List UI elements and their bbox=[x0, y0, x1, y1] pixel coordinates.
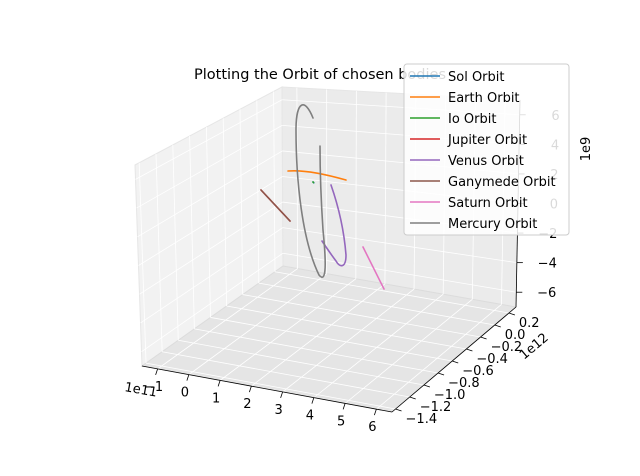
y-grid-line bbox=[178, 339, 424, 386]
y-grid-line bbox=[226, 305, 467, 350]
z-grid-line-left bbox=[140, 227, 284, 324]
legend-entry-label: Io Orbit bbox=[448, 112, 496, 127]
x-tick-label: 2 bbox=[243, 397, 251, 412]
x-tick-label: 6 bbox=[368, 420, 376, 435]
legend-entry-label: Venus Orbit bbox=[448, 154, 524, 169]
series-line-mercury-orbit bbox=[295, 104, 327, 278]
x-tick bbox=[217, 380, 221, 387]
z-grid-line-left bbox=[137, 150, 283, 238]
y-axis-line bbox=[391, 306, 517, 413]
y-tick-label: −0.6 bbox=[462, 364, 494, 379]
y-tick-label: −1.2 bbox=[420, 400, 452, 415]
x-grid-line bbox=[282, 288, 415, 393]
series-line-venus-orbit bbox=[321, 184, 347, 267]
x-tick bbox=[186, 374, 190, 381]
y-grid-line bbox=[194, 328, 439, 374]
y-grid-line bbox=[162, 351, 410, 398]
y-tick bbox=[452, 360, 459, 364]
x-tick bbox=[342, 403, 346, 410]
y-tick-label: −1.4 bbox=[406, 412, 438, 427]
z-tick-label: −6 bbox=[537, 286, 556, 301]
y-tick bbox=[395, 408, 402, 412]
x-grid-line bbox=[157, 268, 298, 370]
series-line-io-orbit bbox=[312, 181, 315, 184]
x-grid-line bbox=[219, 278, 357, 381]
z-grid-line-left bbox=[139, 201, 283, 295]
x-tick bbox=[248, 385, 252, 393]
z-grid-line bbox=[282, 252, 517, 293]
x-grid-line bbox=[188, 273, 327, 375]
x-tick-label: 0 bbox=[181, 386, 189, 401]
z-tick-label: −4 bbox=[538, 257, 557, 272]
legend-box bbox=[403, 63, 570, 236]
y-tick bbox=[423, 384, 431, 388]
chart-title: Plotting the Orbit of chosen bodies bbox=[194, 67, 446, 83]
x-tick-label: 4 bbox=[306, 409, 314, 424]
x-tick bbox=[373, 408, 377, 416]
y-grid-line bbox=[242, 294, 481, 338]
x-axis-line bbox=[141, 365, 393, 413]
x-tick-label: −1 bbox=[144, 380, 163, 395]
y-tick bbox=[480, 336, 487, 340]
y-grid-line bbox=[274, 271, 509, 314]
legend-entry-label: Jupiter Orbit bbox=[447, 133, 527, 148]
x-tick bbox=[155, 368, 159, 376]
legend-entry-label: Earth Orbit bbox=[448, 91, 520, 106]
legend: Sol Orbit Earth Orbit Io Orbit Jupiter Orbi… bbox=[403, 63, 570, 236]
series-group bbox=[260, 104, 385, 290]
x-grid-line bbox=[251, 283, 386, 387]
axis-ticks: −1 0 1 2 3 4 5 60.20.0−0.2−0.4−0.6−0.8−1.0−1.2−… bbox=[144, 109, 560, 435]
x-tick bbox=[280, 391, 284, 399]
x-tick bbox=[311, 397, 315, 404]
y-tick-label: −0.4 bbox=[476, 352, 508, 367]
legend-entry-label: Mercury Orbit bbox=[448, 217, 537, 232]
series-line-earth-orbit bbox=[287, 169, 347, 181]
y-tick bbox=[466, 348, 473, 352]
legend-entry-label: Sol Orbit bbox=[448, 70, 505, 85]
z-grid-line-left bbox=[138, 176, 283, 266]
y-grid-line bbox=[258, 282, 495, 326]
y-tick-label: 0.0 bbox=[505, 328, 526, 343]
series-line-saturn-orbit bbox=[362, 246, 385, 290]
x-grid-line bbox=[344, 299, 473, 404]
y-tick bbox=[508, 312, 516, 316]
y-grid-line bbox=[145, 362, 396, 410]
legend-entry-label: Ganymede Orbit bbox=[448, 175, 556, 190]
legend-entry-label: Saturn Orbit bbox=[448, 196, 528, 211]
y-tick bbox=[494, 324, 501, 328]
x-offset-label: 1e11 bbox=[123, 380, 158, 400]
x-tick-label: 3 bbox=[274, 403, 282, 418]
z-offset-label: 1e9 bbox=[579, 137, 594, 162]
x-tick-label: 5 bbox=[337, 414, 345, 429]
x-grid-line bbox=[313, 293, 444, 398]
y-tick bbox=[437, 372, 445, 376]
x-tick-label: 1 bbox=[212, 391, 220, 406]
z-grid-line bbox=[282, 227, 517, 264]
z-grid-line-left bbox=[135, 99, 283, 180]
y-grid-line bbox=[210, 317, 453, 362]
y-tick bbox=[409, 396, 416, 400]
y-tick-label: 0.2 bbox=[519, 316, 540, 331]
z-grid-line-left bbox=[141, 252, 284, 352]
series-line-ganymede-orbit bbox=[260, 189, 291, 222]
y-tick-label: −0.8 bbox=[448, 376, 480, 391]
y-tick-label: −1.0 bbox=[434, 388, 466, 403]
z-grid-line-left bbox=[136, 125, 283, 209]
x-grid-line bbox=[376, 304, 502, 410]
y-tick-label: −0.2 bbox=[491, 340, 523, 355]
